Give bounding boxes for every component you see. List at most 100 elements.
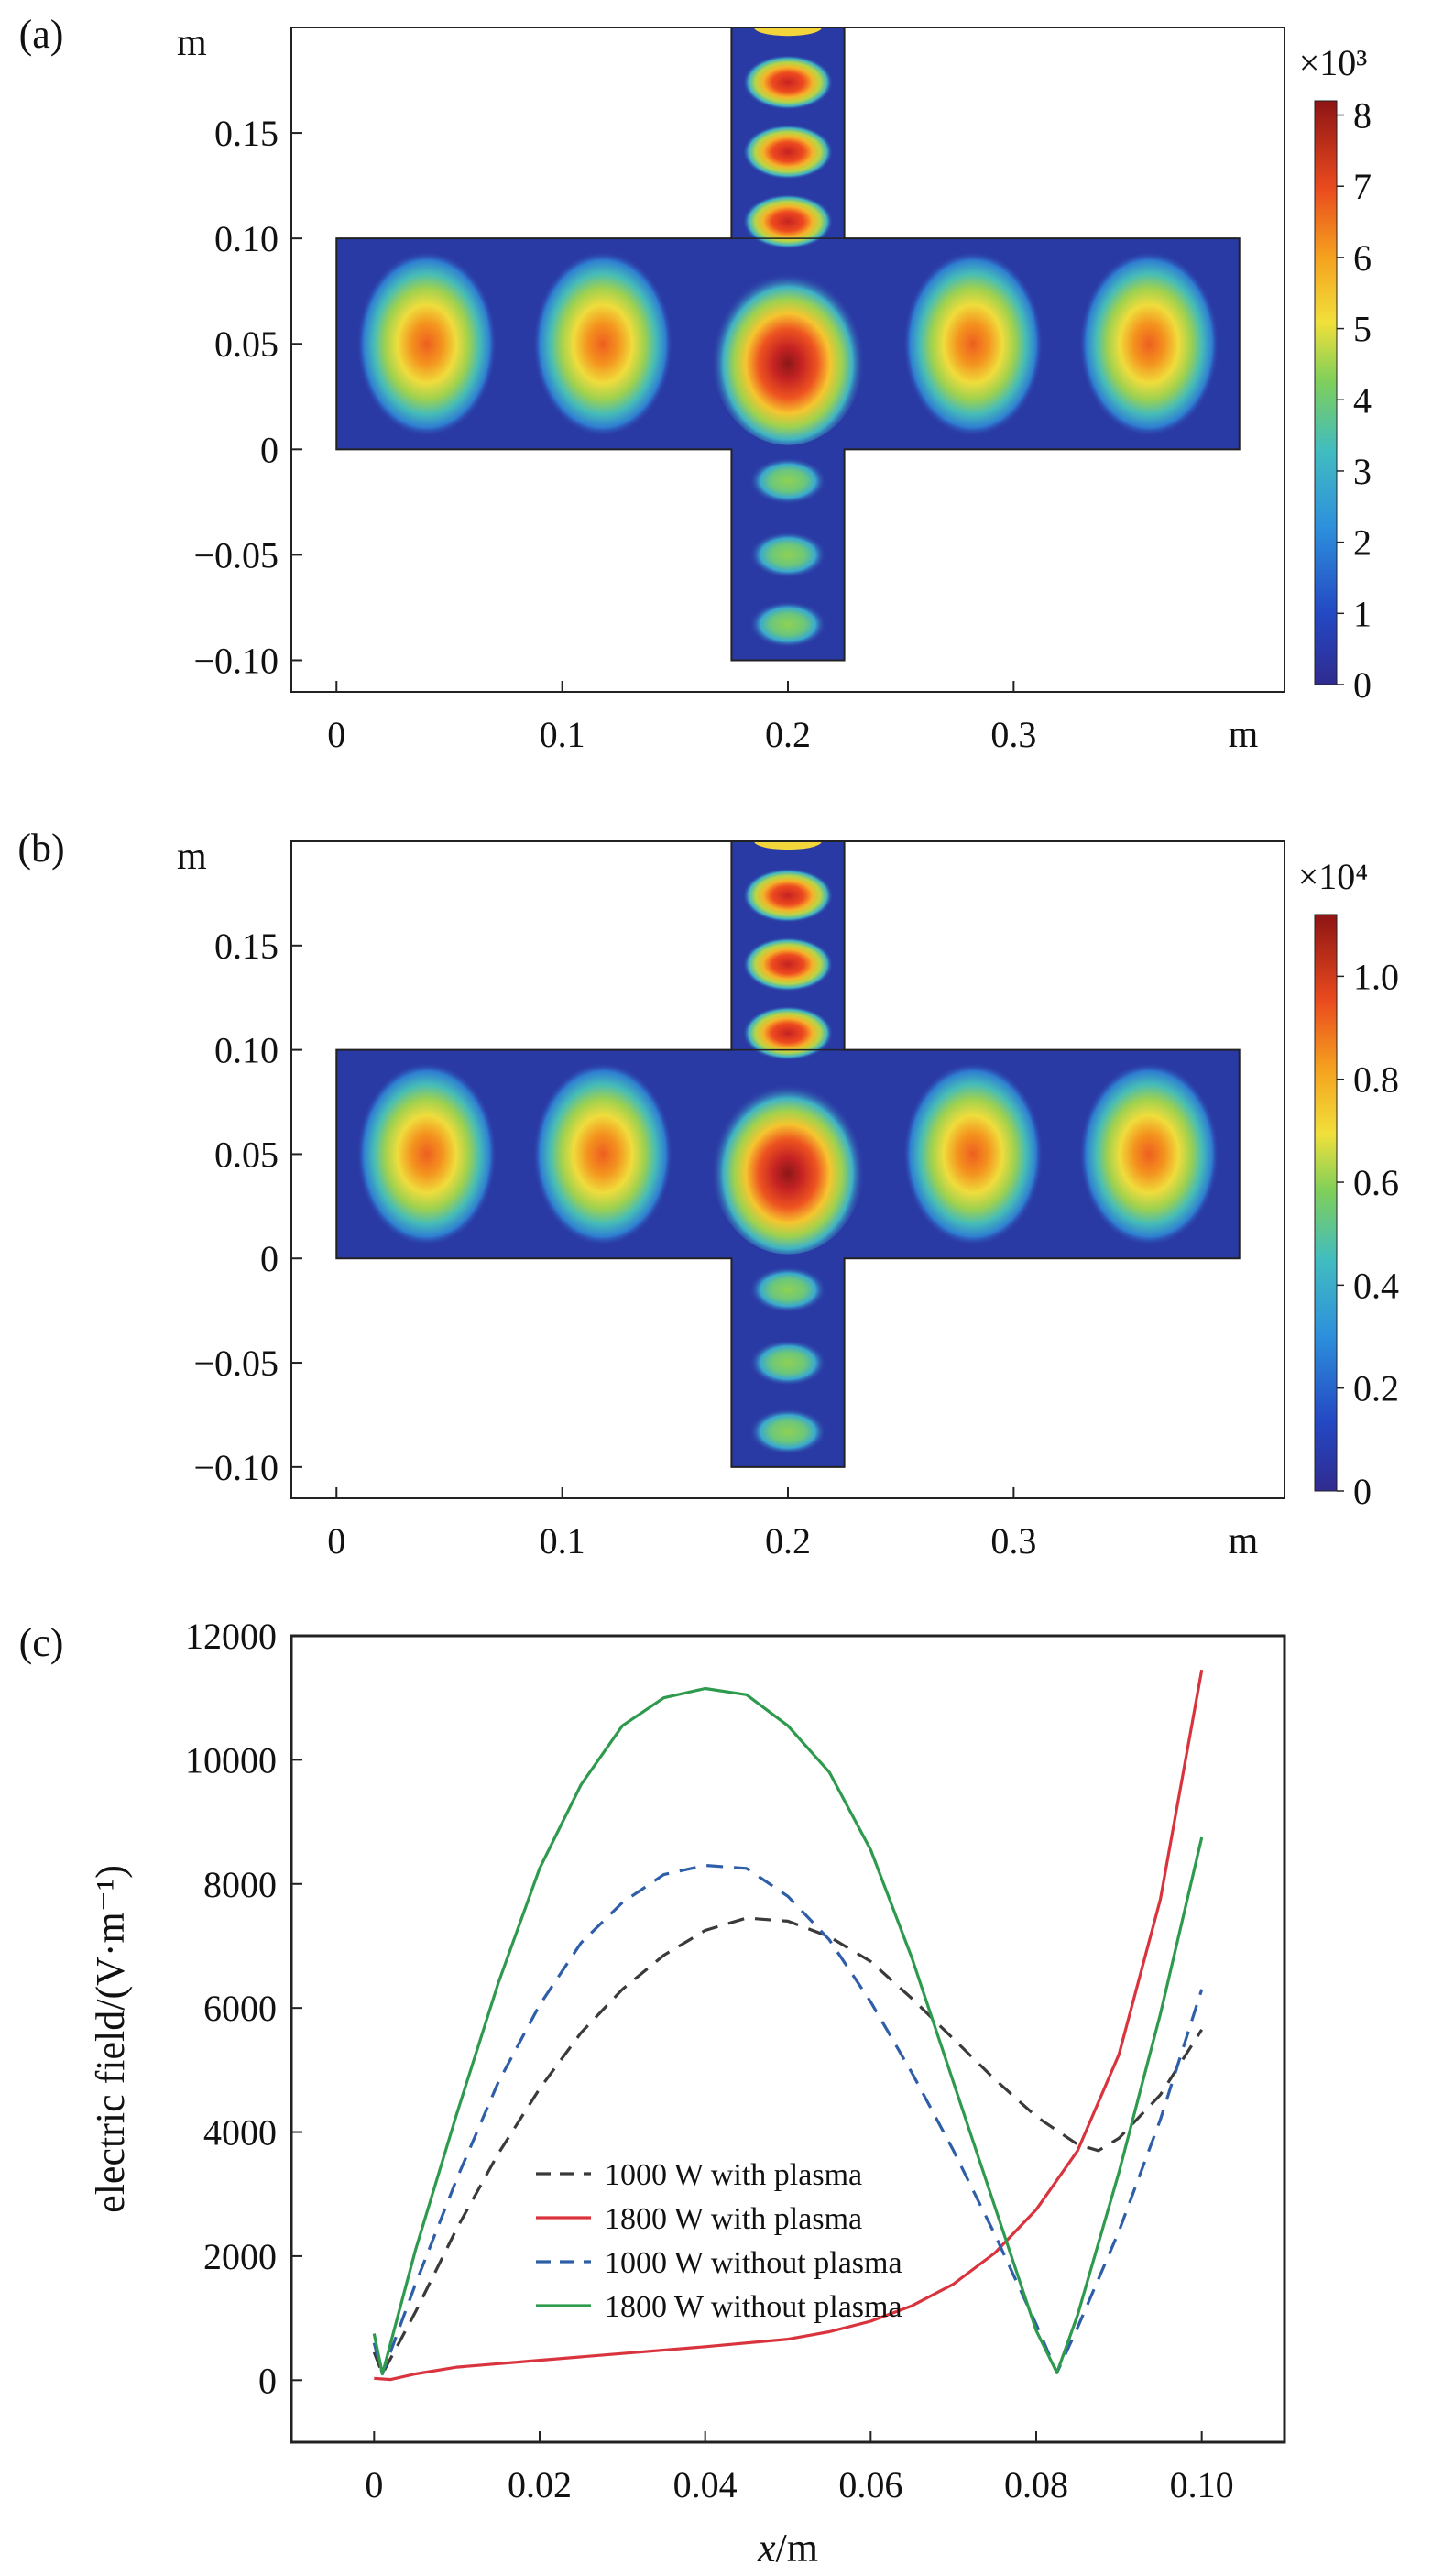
y-tick-label: 8000 [203, 1864, 277, 1905]
plot-frame [290, 1634, 1286, 2444]
bottom-arm-lobe [749, 1266, 826, 1313]
x-tick-label: 0.3 [990, 1520, 1036, 1562]
y-tick-label: 0.15 [214, 926, 279, 967]
bottom-arm-lobe [749, 1409, 826, 1455]
top-arm-lobe [742, 54, 834, 110]
y-tick-label: 0 [260, 429, 279, 470]
x-tick-label: 0.10 [1170, 2464, 1234, 2505]
y-tick-label: 0 [258, 2360, 277, 2401]
bottom-arm-lobe [749, 532, 826, 578]
series-group [372, 1669, 1204, 2382]
colorbar [1314, 914, 1338, 1492]
panel-b: (b) 0.15 0.10 0.05 0 −0.05 −0.10 m 0 0.1 0.2 0.3 m 0 0… [17, 826, 1399, 1562]
y-tick-label: 2000 [203, 2236, 277, 2277]
legend-label: 1000 W with plasma [605, 2158, 862, 2192]
colorbar-tick-label: 0.4 [1353, 1265, 1399, 1306]
center-lobe [711, 1074, 865, 1255]
colorbar-tick-label: 0 [1353, 1471, 1372, 1512]
x-unit: m [1229, 1520, 1259, 1562]
legend-label: 1800 W without plasma [605, 2290, 902, 2324]
top-arm-lobe [742, 868, 834, 923]
y-tick-label: 0 [260, 1238, 279, 1279]
x-tick-label: 0.2 [765, 714, 811, 755]
x-axis-label-unit: /m [776, 2526, 818, 2571]
guide-lobe [532, 1062, 673, 1246]
center-lobe [711, 263, 865, 445]
x-tick-label: 0.2 [765, 1520, 811, 1562]
top-arm-lobe [742, 937, 834, 992]
x-tick-label: 0.04 [673, 2464, 738, 2505]
guide-lobe [1078, 250, 1219, 437]
panel-label: (a) [19, 12, 64, 57]
panel-label: (b) [17, 826, 64, 871]
colorbar-tick-label: 1.0 [1353, 956, 1399, 997]
colorbar-tick-label: 0.8 [1353, 1059, 1399, 1101]
top-arm-lobe [742, 1005, 834, 1060]
x-tick-label: 0.1 [540, 1520, 585, 1562]
x-tick-label: 0.1 [540, 714, 585, 755]
y-axis-label: electric field/(V·m⁻¹) [88, 1865, 133, 2213]
panel-a: (a) 0.15 0.10 0.05 0 −0.05 −0.10 m 0 0.1 0.2 0.3 m 0 1… [19, 12, 1372, 756]
x-tick-label: 0.06 [838, 2464, 902, 2505]
colorbar-tick-label: 8 [1353, 95, 1372, 137]
y-tick-label: 0.05 [214, 323, 279, 365]
y-tick-label: 4000 [203, 2112, 277, 2154]
colorbar-tick-label: 1 [1353, 593, 1372, 634]
colorbar-tick-label: 0 [1353, 664, 1372, 706]
panel-c: (c) 0 2000 4000 6000 8000 10000 12000 0 0.02 0.04 0… [19, 1616, 1286, 2571]
colorbar-tick-label: 0.6 [1353, 1162, 1399, 1203]
colorbar-tick-label: 3 [1353, 451, 1372, 492]
y-tick-label: −0.05 [193, 1343, 279, 1384]
guide-lobe [902, 1062, 1044, 1246]
y-tick-label: −0.10 [193, 1447, 279, 1488]
series-line [372, 1863, 1204, 2376]
guide-lobe [902, 250, 1044, 437]
y-tick-label: 0.15 [214, 113, 279, 154]
guide-lobe [356, 250, 497, 437]
bottom-arm-lobe [749, 1340, 826, 1387]
y-tick-label: 0.10 [214, 1030, 279, 1071]
colorbar-tick-label: 6 [1353, 237, 1372, 279]
colorbar [1314, 100, 1338, 685]
x-tick-label: 0.3 [990, 714, 1036, 755]
y-tick-label: 0.10 [214, 218, 279, 259]
bottom-arm-lobe [749, 601, 826, 648]
y-unit: m [177, 836, 207, 878]
top-arm-lobe [742, 124, 834, 180]
x-tick-label: 0 [365, 2464, 383, 2505]
series-line [372, 1686, 1204, 2376]
cross-outline [335, 27, 1241, 662]
cross-outline [335, 840, 1241, 1468]
guide-lobe [1078, 1062, 1219, 1246]
y-tick-label: −0.10 [193, 640, 279, 681]
top-arm-lobe [742, 193, 834, 249]
x-tick-label: 0 [327, 1520, 345, 1562]
y-tick-label: 10000 [185, 1739, 277, 1781]
y-unit: m [177, 22, 207, 64]
guide-lobe [532, 250, 673, 437]
y-tick-label: 6000 [203, 1988, 277, 2029]
legend: 1000 W with plasma 1800 W with plasma 1000… [536, 2158, 902, 2324]
colorbar-multiplier: ×10³ [1299, 42, 1368, 83]
guide-lobe [356, 1062, 497, 1246]
y-tick-label: 12000 [185, 1616, 277, 1657]
y-tick-label: −0.05 [193, 534, 279, 575]
y-tick-label: 0.05 [214, 1134, 279, 1175]
bottom-arm-lobe [749, 457, 826, 505]
colorbar-tick-label: 5 [1353, 309, 1372, 350]
x-tick-label: 0 [327, 714, 345, 755]
colorbar-tick-label: 4 [1353, 379, 1372, 421]
x-tick-label: 0.08 [1004, 2464, 1068, 2505]
colorbar-multiplier: ×10⁴ [1298, 856, 1369, 897]
series-line [374, 1669, 1204, 2382]
legend-label: 1800 W with plasma [605, 2202, 862, 2236]
x-unit: m [1229, 714, 1259, 756]
legend-label: 1000 W without plasma [605, 2246, 902, 2280]
series-line [372, 1916, 1204, 2376]
x-tick-label: 0.02 [508, 2464, 572, 2505]
x-axis-label-italic: x [757, 2526, 776, 2571]
panel-label: (c) [19, 1620, 64, 1665]
colorbar-tick-label: 0.2 [1353, 1368, 1399, 1409]
x-axis-label: x/m [757, 2526, 818, 2571]
